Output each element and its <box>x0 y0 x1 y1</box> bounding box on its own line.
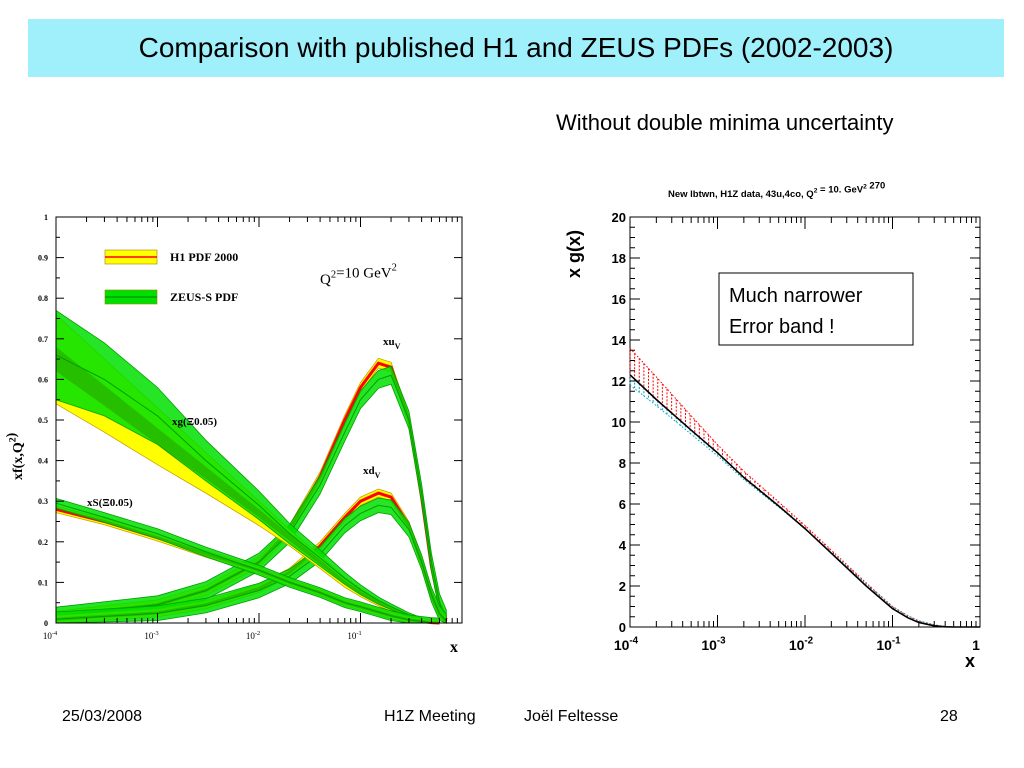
y-tick-label: 0 <box>44 619 48 628</box>
pdf-bands <box>55 309 448 625</box>
legend-label: ZEUS-S PDF <box>170 290 238 304</box>
slide-subtitle: Without double minima uncertainty <box>556 110 894 135</box>
axes: 0 2 4 6 8 10 12 14 16 18 20 10-4 10-3 10-2 10-1 1 <box>612 210 981 653</box>
curve-labels: xuV xdV xg(Ξ0.05) xS(Ξ0.05) <box>87 336 401 509</box>
y-tick-label: 0.8 <box>38 294 48 303</box>
axes: 0 0.1 0.2 0.3 0.4 0.5 0.6 0.7 0.8 0.9 1 10-4 10-3 10-… <box>38 213 462 641</box>
footer-page-number: 28 <box>940 708 958 725</box>
scale-label: Q2=10 GeV2 <box>320 263 397 289</box>
curve-label-xg: xg(Ξ0.05) <box>172 416 217 428</box>
chart-title: New lbtwn, H1Z data, 43u,4co, Q2 = 10. G… <box>668 180 885 200</box>
annotation-line: Much narrower <box>729 285 863 307</box>
x-axis-label: x <box>450 639 458 656</box>
legend-label: H1 PDF 2000 <box>170 250 238 264</box>
series-lower-error <box>629 374 954 628</box>
x-tick-label: 1 <box>972 637 980 653</box>
x-tick-label: 10-2 <box>246 630 260 641</box>
gluon-series <box>629 347 980 628</box>
y-axis-label: x g(x) <box>564 230 584 278</box>
lower-error-line <box>629 384 954 628</box>
legend-entry: H1 PDF 2000 <box>104 249 238 265</box>
title-bar: Comparison with published H1 and ZEUS PD… <box>28 19 1004 77</box>
footer-date: 25/03/2008 <box>62 708 143 725</box>
x-tick-label: 10-1 <box>876 636 901 653</box>
footer-meeting: H1Z Meeting <box>384 708 476 725</box>
y-tick-label: 6 <box>619 497 626 512</box>
y-tick-label: 0.1 <box>38 578 48 587</box>
x-tick-label: 10-4 <box>614 636 639 653</box>
curve-label-xuV: xuV <box>383 336 401 351</box>
y-tick-label: 4 <box>619 538 627 553</box>
y-tick-label: 10 <box>612 415 626 430</box>
gluon-chart: New lbtwn, H1Z data, 43u,4co, Q2 = 10. G… <box>564 180 981 671</box>
y-tick-label: 0.2 <box>38 538 48 547</box>
x-axis-label: x <box>965 651 975 671</box>
y-axis-label: xf(x,Q2) <box>5 432 26 480</box>
zeus-central-line <box>55 502 440 624</box>
annotation-line: Error band ! <box>729 316 835 338</box>
central-line <box>629 374 980 628</box>
y-tick-label: 2 <box>619 579 626 594</box>
y-tick-label: 0.9 <box>38 254 48 263</box>
legend-entry: ZEUS-S PDF <box>104 289 238 305</box>
zeus-central-line <box>55 504 447 622</box>
x-tick-label: 10-1 <box>347 630 361 641</box>
x-tick-label: 10-3 <box>144 630 158 641</box>
y-tick-label: 0.6 <box>38 375 48 384</box>
y-tick-label: 8 <box>619 456 626 471</box>
y-tick-label: 16 <box>612 292 626 307</box>
y-tick-label: 0.5 <box>38 416 48 425</box>
y-tick-label: 18 <box>612 251 626 266</box>
slide-title: Comparison with published H1 and ZEUS PD… <box>138 32 894 63</box>
upper-error-line <box>629 347 954 628</box>
curve-label-xdV: xdV <box>363 465 381 480</box>
legend: H1 PDF 2000 ZEUS-S PDF <box>104 249 238 305</box>
curve-label-xS: xS(Ξ0.05) <box>87 497 133 509</box>
y-tick-label: 0 <box>619 620 626 635</box>
pdf-comparison-chart: 0 0.1 0.2 0.3 0.4 0.5 0.6 0.7 0.8 0.9 1 10-4 10-3 10-… <box>5 213 463 656</box>
y-tick-label: 1 <box>44 213 48 222</box>
footer-author: Joël Feltesse <box>524 708 619 725</box>
series-upper-error <box>629 347 954 628</box>
y-tick-label: 14 <box>612 333 627 348</box>
y-tick-label: 12 <box>612 374 626 389</box>
zeus-central-line <box>55 374 447 620</box>
y-tick-label: 0.4 <box>38 457 48 466</box>
y-tick-label: 0.3 <box>38 497 48 506</box>
y-tick-label: 20 <box>612 210 626 225</box>
x-tick-label: 10-4 <box>43 630 58 641</box>
x-tick-label: 10-2 <box>789 636 814 653</box>
x-tick-label: 10-3 <box>701 636 726 653</box>
y-tick-label: 0.7 <box>38 335 48 344</box>
annotation-box: Much narrower Error band ! <box>718 272 914 346</box>
